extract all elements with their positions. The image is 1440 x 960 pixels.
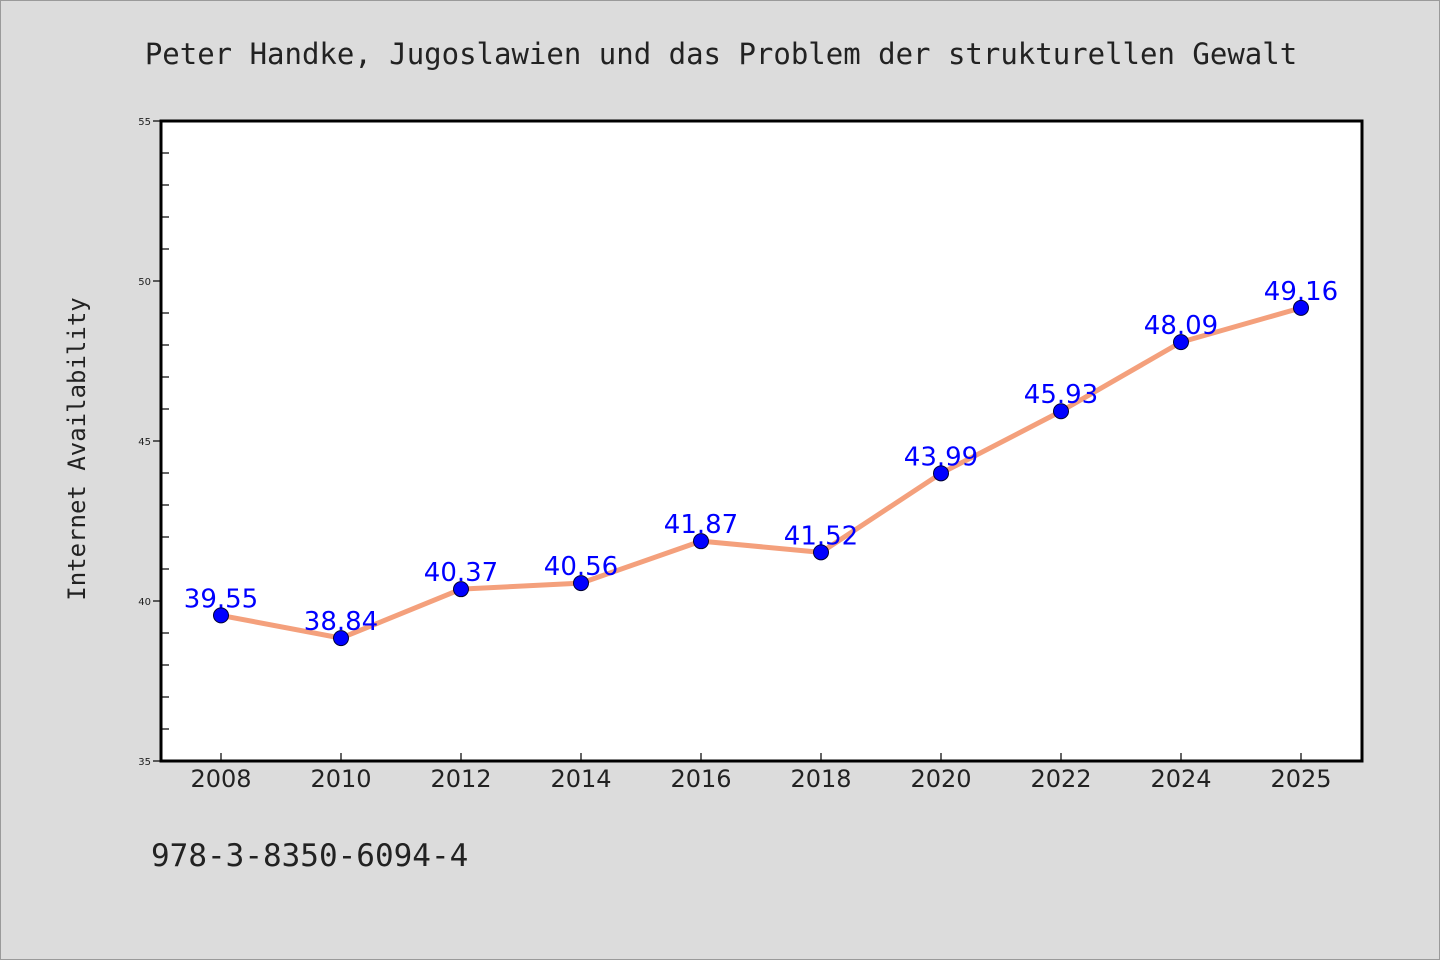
isbn-footer: 978-3-8350-6094-4 [151, 838, 468, 874]
data-point-marker [1293, 299, 1309, 316]
data-label: 40.56 [544, 552, 618, 582]
data-point-marker [1173, 334, 1189, 351]
data-point-marker [1053, 403, 1069, 420]
data-label: 41.52 [784, 521, 858, 551]
y-axis-label: Internet Availability [63, 297, 91, 600]
series-line-group [213, 299, 1309, 647]
data-label: 49.16 [1264, 277, 1338, 307]
data-labels-group: 39.55 38.84 40.37 40.56 41.87 41.52 43.99 45.93… [184, 277, 1338, 637]
x-tick-label: 2025 [1270, 765, 1331, 793]
x-tick-label: 2024 [1150, 765, 1211, 793]
x-tick-label: 2022 [1030, 765, 1091, 793]
y-tick-label: 40 [138, 597, 151, 608]
data-point-marker [213, 607, 229, 624]
data-label: 43.99 [904, 442, 978, 472]
data-point-marker [933, 465, 949, 482]
data-point-marker [573, 575, 589, 592]
x-tick-label: 2008 [190, 765, 251, 793]
data-point-marker [333, 630, 349, 647]
x-tick-label: 2012 [430, 765, 491, 793]
x-tick-label: 2010 [310, 765, 371, 793]
data-label: 40.37 [424, 558, 498, 588]
x-tick-label: 2016 [670, 765, 731, 793]
data-point-marker [693, 533, 709, 550]
data-label: 48.09 [1144, 311, 1218, 341]
chart-title: Peter Handke, Jugoslawien und das Proble… [145, 37, 1297, 71]
data-label: 38.84 [304, 607, 378, 637]
x-tick-label: 2018 [790, 765, 851, 793]
y-tick-label: 45 [138, 437, 151, 448]
x-tick-label: 2014 [550, 765, 611, 793]
y-tick-label: 50 [138, 277, 151, 288]
x-axis-ticks: 2008 2010 2012 2014 2016 2018 2020 2022 2024 2025 [190, 753, 1332, 793]
plot-area [159, 119, 1364, 763]
y-axis-ticks: 35 40 45 50 55 [138, 117, 169, 768]
series-line [218, 305, 1304, 641]
data-point-marker [453, 581, 469, 598]
y-tick-label: 35 [138, 757, 151, 768]
data-label: 41.87 [664, 510, 738, 540]
data-point-marker [813, 544, 829, 561]
data-label: 39.55 [184, 584, 258, 614]
y-tick-label: 55 [138, 117, 151, 128]
data-label: 45.93 [1024, 380, 1098, 410]
x-tick-label: 2020 [910, 765, 971, 793]
